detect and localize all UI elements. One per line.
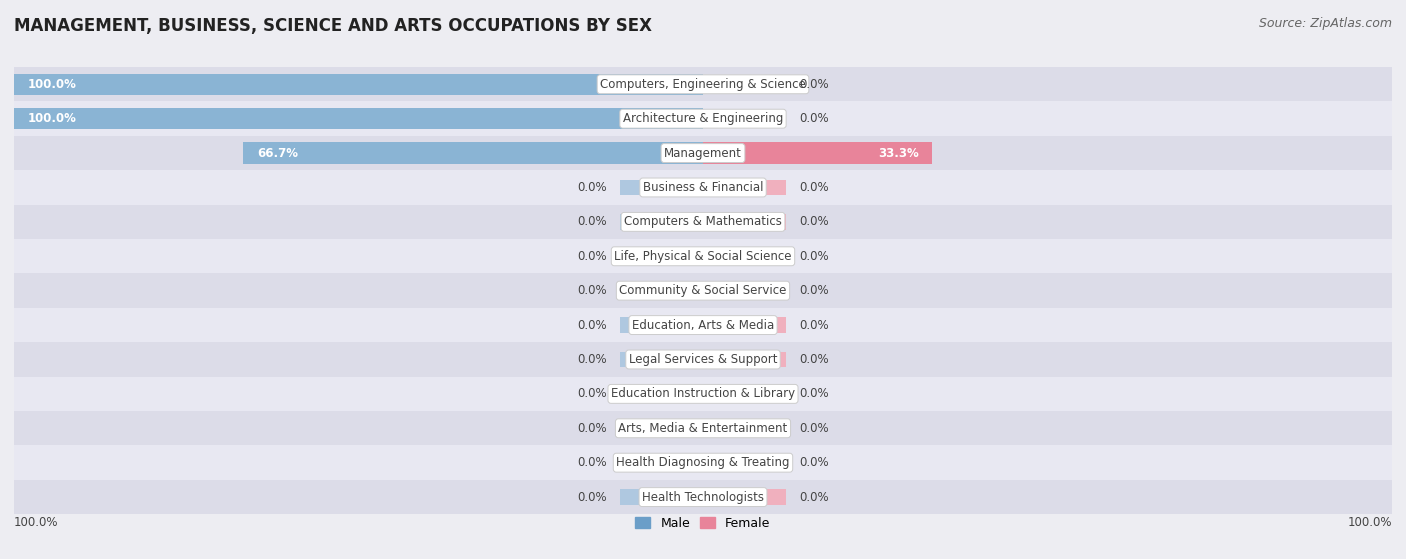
Bar [14,480,1392,514]
Bar [703,214,786,230]
Bar [14,74,703,95]
Text: 0.0%: 0.0% [800,353,830,366]
Text: 0.0%: 0.0% [576,181,606,194]
Text: 100.0%: 100.0% [14,516,59,529]
Text: 0.0%: 0.0% [800,284,830,297]
Bar [620,420,703,436]
Text: 0.0%: 0.0% [800,215,830,229]
Text: Source: ZipAtlas.com: Source: ZipAtlas.com [1258,17,1392,30]
Bar [703,352,786,367]
Text: 0.0%: 0.0% [800,250,830,263]
Text: 0.0%: 0.0% [576,284,606,297]
Bar [703,489,786,505]
Bar [14,205,1392,239]
Bar [620,386,703,401]
Text: Life, Physical & Social Science: Life, Physical & Social Science [614,250,792,263]
Bar [14,170,1392,205]
Text: 0.0%: 0.0% [576,215,606,229]
Text: 0.0%: 0.0% [576,491,606,504]
Text: Architecture & Engineering: Architecture & Engineering [623,112,783,125]
Text: 100.0%: 100.0% [28,112,77,125]
Text: 0.0%: 0.0% [576,319,606,331]
Bar [703,283,786,299]
Bar [620,283,703,299]
Bar [620,180,703,195]
Text: 0.0%: 0.0% [576,250,606,263]
Bar [703,420,786,436]
Text: Health Diagnosing & Treating: Health Diagnosing & Treating [616,456,790,469]
Bar [14,239,1392,273]
Bar [620,318,703,333]
Bar [620,214,703,230]
Bar [243,143,703,164]
Text: Computers, Engineering & Science: Computers, Engineering & Science [600,78,806,91]
Legend: Male, Female: Male, Female [630,512,776,535]
Text: Community & Social Service: Community & Social Service [619,284,787,297]
Text: Business & Financial: Business & Financial [643,181,763,194]
Text: 0.0%: 0.0% [800,456,830,469]
Text: 0.0%: 0.0% [800,319,830,331]
Bar [14,67,1392,102]
Text: 33.3%: 33.3% [877,146,918,159]
Text: Health Technologists: Health Technologists [643,491,763,504]
Text: Education Instruction & Library: Education Instruction & Library [612,387,794,400]
Text: Legal Services & Support: Legal Services & Support [628,353,778,366]
Text: 0.0%: 0.0% [800,181,830,194]
Bar [620,249,703,264]
Bar [703,249,786,264]
Text: 0.0%: 0.0% [576,353,606,366]
Text: 0.0%: 0.0% [800,112,830,125]
Bar [703,318,786,333]
Text: MANAGEMENT, BUSINESS, SCIENCE AND ARTS OCCUPATIONS BY SEX: MANAGEMENT, BUSINESS, SCIENCE AND ARTS O… [14,17,652,35]
Text: 0.0%: 0.0% [800,422,830,435]
Text: Management: Management [664,146,742,159]
Bar [620,489,703,505]
Text: Education, Arts & Media: Education, Arts & Media [631,319,775,331]
Text: 0.0%: 0.0% [576,422,606,435]
Bar [703,143,932,164]
Text: 0.0%: 0.0% [800,78,830,91]
Text: 0.0%: 0.0% [576,387,606,400]
Bar [14,446,1392,480]
Bar [14,136,1392,170]
Bar [14,342,1392,377]
Text: 66.7%: 66.7% [257,146,298,159]
Bar [14,102,1392,136]
Text: 0.0%: 0.0% [800,387,830,400]
Bar [14,411,1392,446]
Bar [14,377,1392,411]
Text: Arts, Media & Entertainment: Arts, Media & Entertainment [619,422,787,435]
Bar [703,455,786,471]
Text: 100.0%: 100.0% [1347,516,1392,529]
Bar [703,180,786,195]
Text: 100.0%: 100.0% [28,78,77,91]
Bar [620,352,703,367]
Bar [703,77,786,92]
Bar [14,108,703,129]
Bar [703,386,786,401]
Bar [14,308,1392,342]
Text: 0.0%: 0.0% [576,456,606,469]
Text: 0.0%: 0.0% [800,491,830,504]
Text: Computers & Mathematics: Computers & Mathematics [624,215,782,229]
Bar [620,455,703,471]
Bar [14,273,1392,308]
Bar [703,111,786,126]
